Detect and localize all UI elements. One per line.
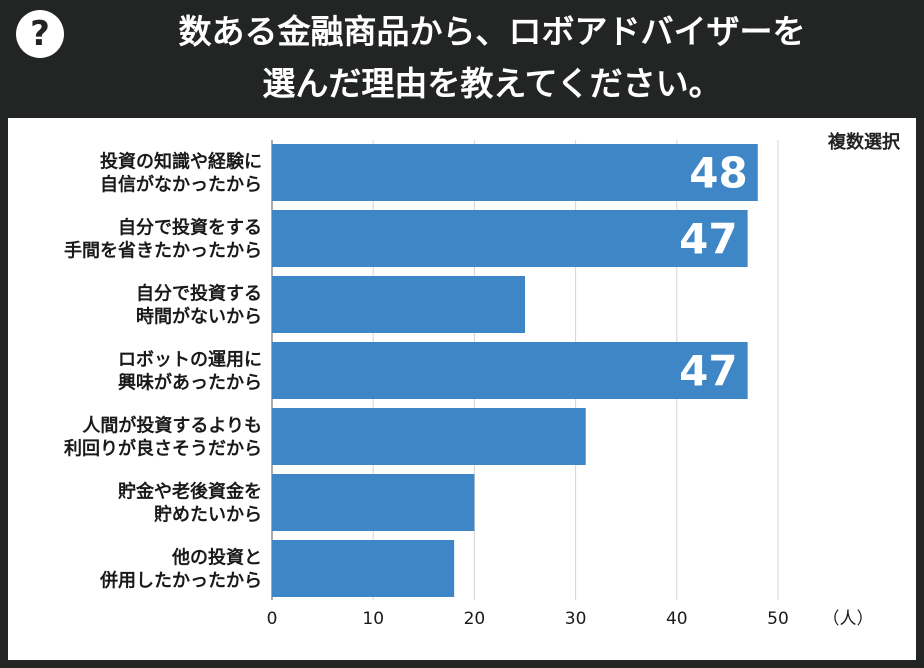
category-label-1-line-2: 自信がなかったから — [100, 174, 262, 196]
category-label-6-line-2: 貯めたいから — [154, 504, 262, 526]
category-label-2-line-1: 自分で投資をする — [118, 217, 262, 239]
tick-label-20: 20 — [464, 609, 486, 629]
tick-label-0: 0 — [267, 609, 278, 629]
category-label-7-line-2: 併用したかったから — [99, 570, 262, 592]
bar-6 — [272, 474, 475, 531]
data-label-2: 47 — [679, 215, 737, 264]
category-label-3-line-1: 自分で投資する — [136, 283, 262, 305]
bar-5 — [272, 408, 586, 465]
category-label-5-line-2: 利回りが良さそうだから — [64, 438, 262, 460]
data-label-1: 48 — [689, 149, 747, 198]
multiple-choice-note: 複数選択 — [828, 132, 900, 153]
bar-7 — [272, 540, 455, 597]
title-line-1: 数ある金融商品から、ロボアドバイザーを — [178, 12, 806, 51]
header-bar: ? 数ある金融商品から、ロボアドバイザーを 選んだ理由を教えてください。 — [0, 0, 924, 118]
unit-label: （人） — [823, 609, 874, 629]
bar-2 — [272, 210, 748, 267]
bar-1 — [272, 144, 758, 201]
category-label-4-line-2: 興味があったから — [118, 372, 262, 394]
category-label-7-line-1: 他の投資と — [171, 547, 262, 569]
category-label-4-line-1: ロボットの運用に — [118, 350, 262, 371]
title-line-2: 選んだ理由を教えてください。 — [262, 64, 722, 103]
category-label-3-line-2: 時間がないから — [136, 306, 262, 328]
page-title: 数ある金融商品から、ロボアドバイザーを 選んだ理由を教えてください。 — [60, 6, 924, 110]
data-label-4: 47 — [679, 347, 737, 396]
tick-label-50: 50 — [767, 609, 789, 629]
bar-3 — [272, 276, 525, 333]
tick-label-10: 10 — [362, 609, 384, 629]
category-label-5-line-1: 人間が投資するよりも — [82, 415, 262, 437]
tick-label-30: 30 — [565, 609, 587, 629]
bar-4 — [272, 342, 748, 399]
category-label-1-line-1: 投資の知識や経験に — [100, 151, 262, 173]
tick-label-40: 40 — [666, 609, 688, 629]
question-icon: ? — [16, 10, 64, 58]
category-label-2-line-2: 手間を省きたかったから — [64, 240, 262, 262]
category-label-6-line-1: 貯金や老後資金を — [118, 481, 262, 503]
